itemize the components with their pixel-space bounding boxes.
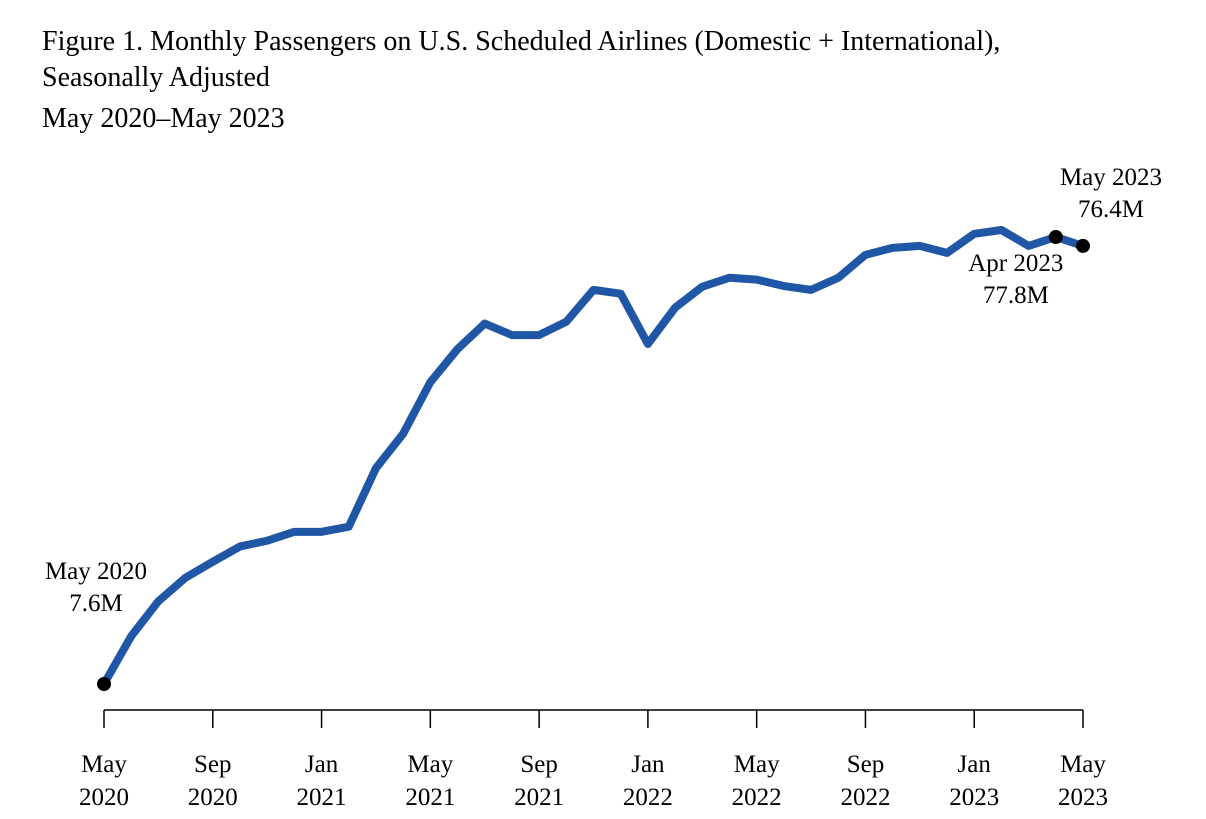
marker bbox=[1076, 238, 1090, 253]
chart-subtitle: May 2020–May 2023 bbox=[42, 103, 285, 134]
chart-subtitle: Seasonally Adjusted bbox=[42, 62, 270, 93]
x-tick-label: Sep 2022 bbox=[840, 751, 890, 811]
x-tick-label: Jan 2022 bbox=[623, 751, 673, 811]
value-label: 76.4M bbox=[1078, 196, 1144, 223]
point-label: May 2020 bbox=[45, 558, 147, 585]
marker bbox=[97, 677, 111, 691]
value-label: 77.8M bbox=[983, 282, 1049, 309]
x-tick-label: May 2022 bbox=[732, 751, 782, 811]
marker bbox=[1048, 230, 1063, 245]
x-tick-label: May 2023 bbox=[1058, 751, 1108, 811]
chart-title: Figure 1. Monthly Passengers on U.S. Sch… bbox=[42, 26, 1000, 57]
x-tick-label: May 2020 bbox=[79, 751, 129, 811]
x-tick-label: Sep 2021 bbox=[514, 751, 564, 811]
point-label: May 2023 bbox=[1060, 164, 1162, 191]
value-label: 7.6M bbox=[69, 590, 122, 617]
x-tick-label: Sep 2020 bbox=[188, 751, 238, 811]
x-tick-label: Jan 2021 bbox=[297, 751, 347, 811]
x-tick-label: Jan 2023 bbox=[949, 751, 999, 811]
point-label: Apr 2023 bbox=[968, 250, 1063, 277]
x-tick-label: May 2021 bbox=[405, 751, 455, 811]
line bbox=[100, 226, 1085, 686]
